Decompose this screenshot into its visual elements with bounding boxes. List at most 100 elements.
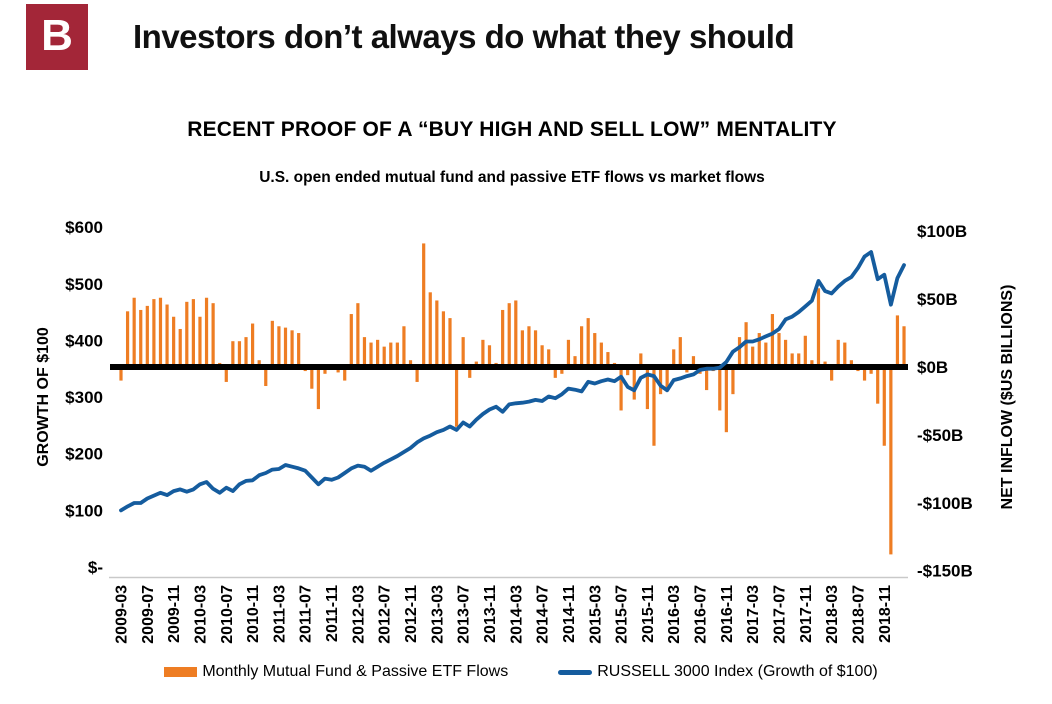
x-axis-tick-label: 2009-07 [140, 585, 157, 644]
flow-bar [718, 367, 722, 411]
flow-bar [172, 316, 176, 367]
flow-bar [658, 367, 663, 395]
right-axis-tick-label: $0B [917, 358, 948, 377]
right-axis-tick-label: -$50B [917, 426, 963, 445]
flow-bar [737, 337, 742, 367]
flow-bar [606, 352, 610, 367]
x-axis-tick-label: 2014-07 [535, 585, 552, 644]
flow-bar [639, 353, 643, 367]
flow-bar [468, 367, 472, 378]
flow-bar [533, 330, 538, 367]
flow-bar [119, 367, 123, 381]
x-axis-tick-label: 2016-11 [719, 585, 736, 643]
left-axis-tick-label: $400 [65, 331, 103, 350]
x-axis-tick-label: 2013-03 [429, 585, 446, 644]
flow-bar [165, 304, 169, 367]
flow-bar [672, 349, 676, 367]
flow-bar [507, 303, 511, 367]
brand-logo: B [26, 4, 88, 70]
flow-bar [744, 322, 748, 367]
page-title: Investors don’t always do what they shou… [133, 18, 795, 55]
flow-bar [882, 367, 886, 446]
x-axis-tick-label: 2011-03 [271, 585, 288, 643]
flow-bar [264, 367, 268, 387]
flow-bar [441, 311, 446, 367]
flow-bar [836, 339, 840, 367]
flow-bar [540, 345, 544, 367]
flow-bar [777, 333, 781, 367]
left-axis-tick-label: $- [88, 558, 103, 577]
flow-bar [290, 330, 294, 367]
flow-bar [178, 328, 182, 367]
flows-bar-swatch-icon [164, 667, 198, 677]
left-axis-title: GROWTH OF $100 [35, 327, 52, 467]
flow-bar [580, 326, 584, 367]
flow-bar [599, 342, 603, 367]
flow-bar [382, 346, 386, 367]
flow-bar [783, 339, 788, 367]
flow-bar [356, 303, 360, 367]
x-axis-tick-label: 2015-03 [587, 585, 604, 644]
flow-bar [362, 337, 367, 367]
flow-bar [869, 367, 873, 374]
flow-bar [810, 360, 814, 367]
flow-bar [790, 353, 794, 367]
x-axis-tick-label: 2018-11 [877, 585, 894, 643]
flow-bar [204, 297, 209, 367]
right-axis-tick-label: -$100B [917, 494, 973, 513]
left-axis-tick-label: $100 [65, 501, 103, 520]
flow-bar [691, 356, 696, 367]
index-line [119, 250, 906, 513]
right-axis-tick-label: $100B [917, 222, 967, 241]
zero-line [110, 364, 908, 370]
x-axis-tick-label: 2016-03 [666, 585, 683, 644]
right-axis-tick-labels: $100B $50B $0B -$50B -$100B -$150B [917, 222, 973, 581]
flow-bar [297, 333, 301, 367]
flow-bar [283, 327, 288, 367]
flow-bar [435, 300, 439, 367]
flow-bar [389, 342, 393, 367]
x-axis-tick-label: 2010-03 [193, 585, 210, 644]
x-axis-tick-label: 2009-11 [166, 585, 183, 643]
x-axis-tick-label: 2015-11 [640, 585, 657, 643]
flow-bar [501, 309, 505, 367]
flow-bar [764, 342, 768, 367]
flow-bar [724, 367, 728, 433]
chart-title: RECENT PROOF OF A “BUY HIGH AND SELL LOW… [187, 118, 837, 141]
flow-bar [566, 339, 571, 367]
flow-bar [244, 337, 248, 367]
flow-bar [125, 311, 130, 367]
flow-bar [797, 353, 801, 367]
x-axis-tick-label: 2018-03 [824, 585, 841, 644]
left-axis-tick-label: $200 [65, 445, 103, 464]
flow-bar [257, 360, 261, 367]
x-axis-tick-label: 2010-07 [219, 585, 236, 644]
x-axis-tick-label: 2011-07 [298, 585, 315, 643]
x-axis-tick-label: 2014-03 [508, 585, 525, 644]
left-axis-tick-label: $300 [65, 388, 103, 407]
flow-bar [428, 292, 432, 367]
flow-bar [191, 299, 195, 367]
x-axis-tick-label: 2014-11 [561, 585, 578, 643]
flow-bar [323, 367, 327, 374]
flow-bar [224, 367, 228, 382]
legend-label-flows: Monthly Mutual Fund & Passive ETF Flows [202, 663, 509, 680]
flow-bar [198, 316, 202, 367]
flow-bar [251, 323, 255, 367]
flow-bar [448, 318, 452, 367]
x-axis-tick-label: 2011-11 [324, 585, 341, 642]
flow-bar [889, 367, 893, 555]
flow-bar [586, 318, 590, 367]
flow-bar [665, 367, 669, 392]
flow-bar [547, 349, 551, 367]
x-axis-tick-label: 2017-07 [772, 585, 789, 644]
flow-bar [553, 367, 557, 378]
flow-bar [573, 356, 577, 367]
index-line-swatch-icon [558, 669, 593, 675]
flow-bar [415, 367, 419, 382]
flow-bar [231, 341, 235, 367]
flow-bar [481, 339, 485, 367]
flow-bar [816, 288, 821, 367]
right-axis-tick-label: $50B [917, 290, 958, 309]
flow-bar [349, 314, 353, 367]
